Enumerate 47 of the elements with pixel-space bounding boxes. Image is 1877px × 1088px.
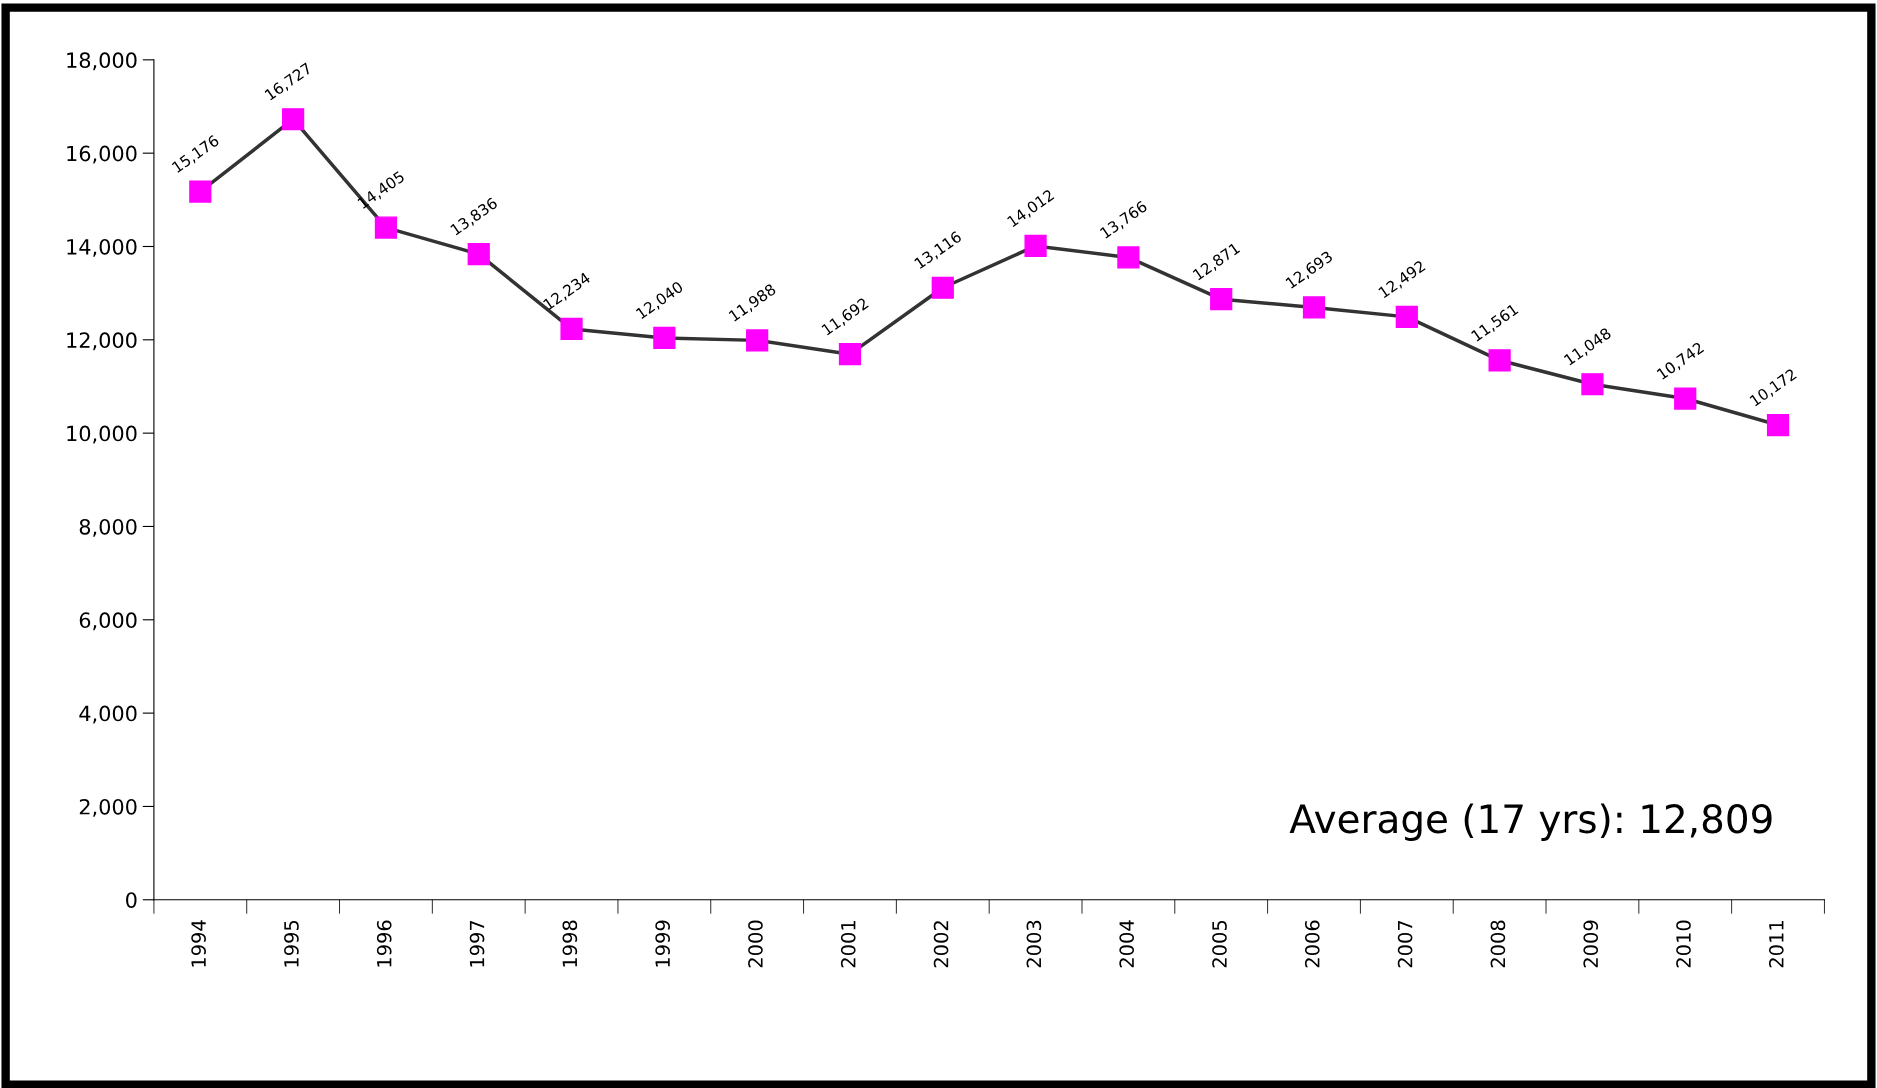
point	[746, 329, 769, 352]
x-tick-label: 1997	[469, 920, 485, 967]
x-tick-label: 1995	[284, 920, 299, 967]
x-tick-label: 2000	[748, 920, 763, 968]
point	[374, 216, 398, 239]
x-tick-label: 2002	[933, 921, 949, 968]
point	[1210, 288, 1233, 311]
x-tick-label: 1994	[191, 920, 206, 967]
x-tick-label: 2010	[1676, 920, 1691, 968]
point	[1395, 305, 1418, 328]
y-tick-label: 12,000	[67, 332, 137, 351]
point	[1674, 387, 1697, 410]
x-tick-label: 2001	[840, 921, 856, 968]
x-tick-label: 2007	[1397, 920, 1413, 968]
x-tick-label: 2004	[1119, 920, 1135, 968]
y-tick-label: 16,000	[67, 145, 137, 164]
point	[1302, 296, 1326, 319]
x-tick-label: 2006	[1304, 920, 1320, 968]
y-tick-label: 14,000	[67, 238, 137, 257]
point	[1766, 414, 1790, 437]
x-tick-label: 2005	[1212, 920, 1227, 968]
x-tick-label: 2011	[1768, 921, 1784, 968]
y-tick-label: 8,000	[79, 518, 137, 537]
x-tick-label: 1998	[562, 920, 578, 967]
y-tick-label: 2,000	[79, 798, 137, 817]
y-tick-label: 18,000	[67, 52, 137, 71]
y-tick-label: 10,000	[67, 425, 137, 444]
point	[467, 243, 490, 266]
x-tick-label: 2009	[1583, 920, 1599, 968]
annotation: Average (17 yrs): 12,809	[1289, 803, 1772, 841]
point	[1581, 373, 1604, 396]
point	[653, 326, 676, 350]
y-tick-label: 0	[126, 892, 137, 908]
point	[189, 180, 212, 203]
y-tick-label: 6,000	[79, 612, 137, 631]
point	[1117, 246, 1140, 269]
x-tick-label: 2008	[1490, 920, 1506, 968]
point	[838, 343, 862, 366]
x-tick-label: 2003	[1026, 920, 1042, 968]
point	[560, 317, 583, 341]
point	[931, 276, 954, 299]
x-tick-label: 1999	[655, 920, 670, 967]
point	[1024, 234, 1047, 258]
point	[1488, 349, 1511, 372]
point	[282, 108, 305, 131]
y-tick-label: 4,000	[79, 705, 137, 724]
x-tick-label: 1996	[376, 920, 392, 967]
